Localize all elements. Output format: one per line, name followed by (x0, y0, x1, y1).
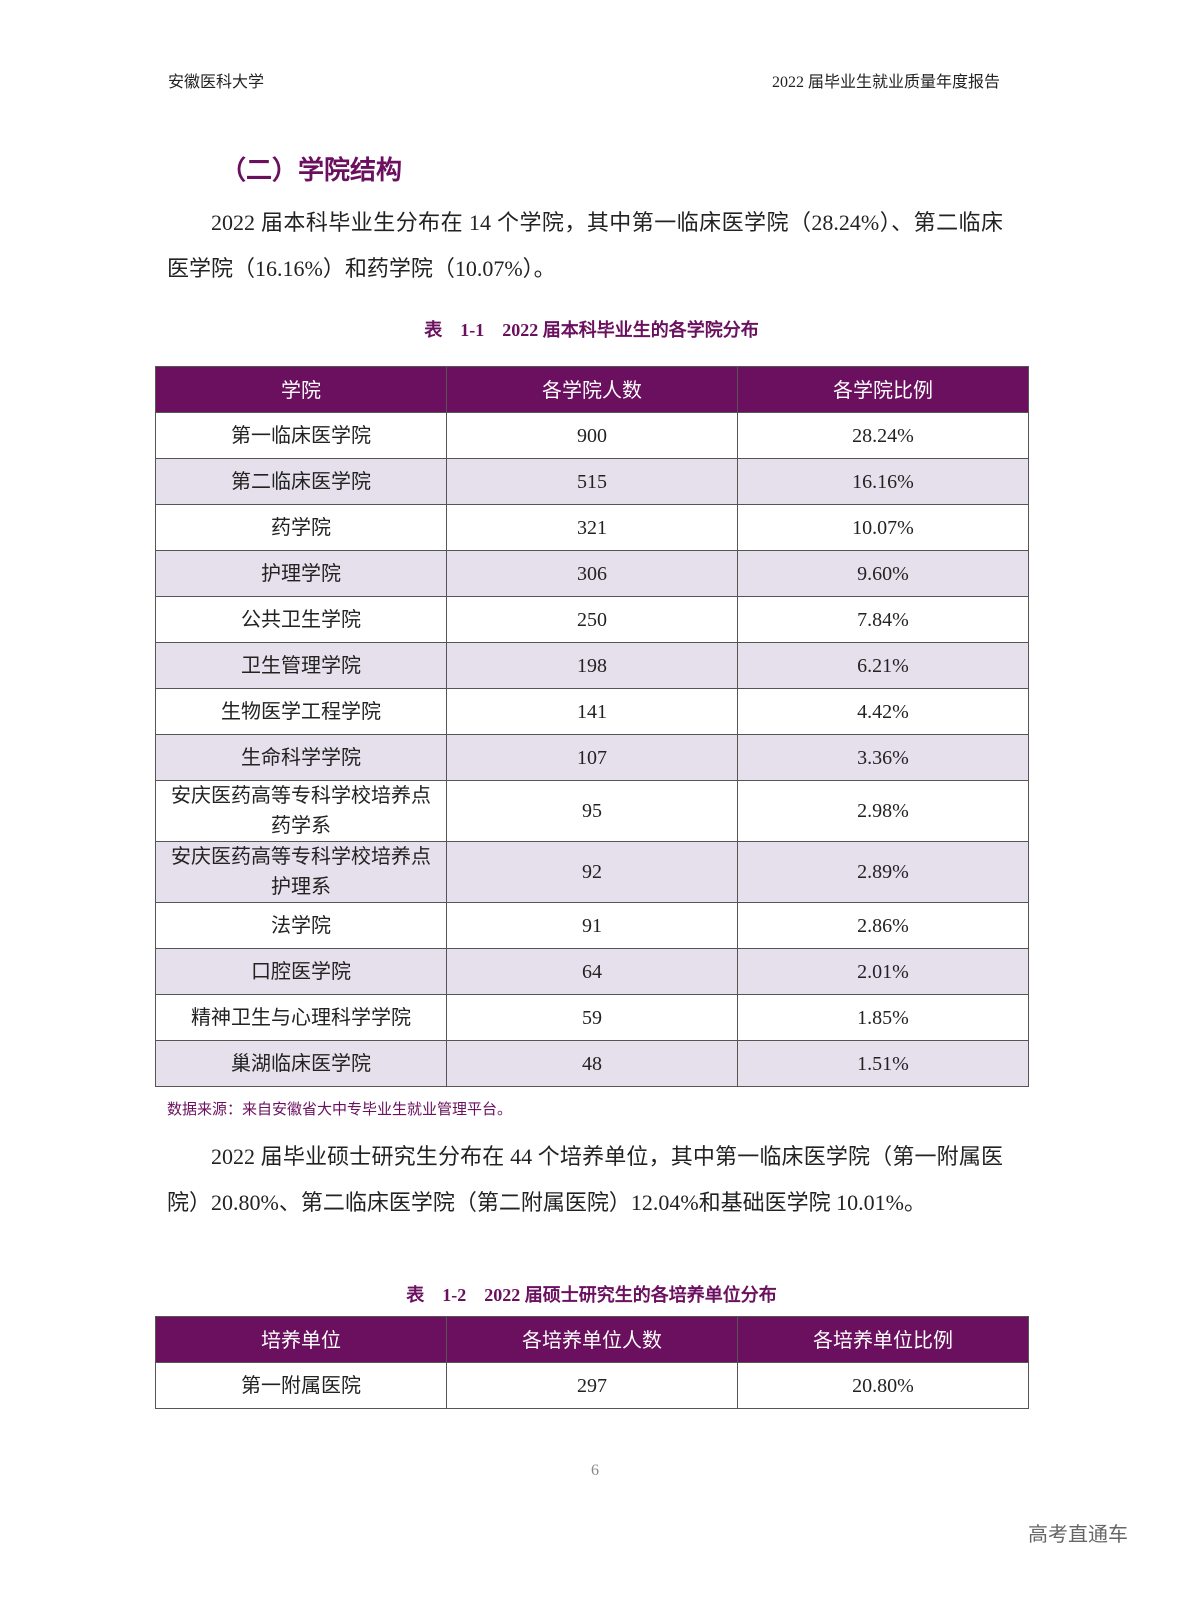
table-cell: 第一临床医学院 (155, 412, 447, 459)
table-cell: 92 (446, 841, 738, 903)
table-cell: 515 (446, 458, 738, 505)
header-left: 安徽医科大学 (168, 74, 265, 91)
table-cell: 2.98% (737, 780, 1029, 842)
column-header: 学院 (155, 366, 447, 413)
table-cell: 321 (446, 504, 738, 551)
table-row: 口腔医学院 64 2.01% (155, 948, 1029, 995)
table: 学院 各学院人数 各学院比例 第一临床医学院 900 28.24% 第二临床医学院 515 16… (155, 366, 1029, 1087)
table-cell: 91 (446, 902, 738, 949)
page-number: 6 (591, 1462, 599, 1479)
table-row: 巢湖临床医学院 48 1.51% (155, 1040, 1029, 1087)
table-row: 药学院 321 10.07% (155, 504, 1029, 551)
paragraph: 2022 届毕业硕士研究生分布在 44 个培养单位，其中第一临床医学院（第一附属… (167, 1144, 1003, 1215)
table-cell: 250 (446, 596, 738, 643)
table-row: 生命科学学院 107 3.36% (155, 734, 1029, 781)
table-row: 护理学院 306 9.60% (155, 550, 1029, 597)
column-header: 各培养单位人数 (446, 1316, 738, 1363)
table-cell: 306 (446, 550, 738, 597)
table-cell: 1.85% (737, 994, 1029, 1041)
table-row: 第一临床医学院 900 28.24% (155, 412, 1029, 459)
table-cell: 生物医学工程学院 (155, 688, 447, 735)
table-cell: 95 (446, 780, 738, 842)
table-cell: 7.84% (737, 596, 1029, 643)
table-cell: 第二临床医学院 (155, 458, 447, 505)
table-cell: 第一附属医院 (155, 1362, 447, 1409)
table-cell: 198 (446, 642, 738, 689)
table: 培养单位 各培养单位人数 各培养单位比例 第一附属医院 297 20.80% (155, 1316, 1029, 1409)
table-cell: 10.07% (737, 504, 1029, 551)
table-cell: 20.80% (737, 1362, 1029, 1409)
table-row: 安庆医药高等专科学校培养点护理系 92 2.89% (155, 841, 1029, 903)
table-cell: 2.86% (737, 902, 1029, 949)
table-row: 精神卫生与心理科学学院 59 1.85% (155, 994, 1029, 1041)
column-header: 各培养单位比例 (737, 1316, 1029, 1363)
table-cell: 药学院 (155, 504, 447, 551)
table-cell: 107 (446, 734, 738, 781)
table-cell: 28.24% (737, 412, 1029, 459)
table-cell: 生命科学学院 (155, 734, 447, 781)
table-cell: 安庆医药高等专科学校培养点护理系 (155, 841, 447, 903)
table-cell: 卫生管理学院 (155, 642, 447, 689)
table-cell: 141 (446, 688, 738, 735)
table-cell: 3.36% (737, 734, 1029, 781)
table-cell: 9.60% (737, 550, 1029, 597)
table-row: 生物医学工程学院 141 4.42% (155, 688, 1029, 735)
table-row: 公共卫生学院 250 7.84% (155, 596, 1029, 643)
table-cell: 巢湖临床医学院 (155, 1040, 447, 1087)
table-row: 卫生管理学院 198 6.21% (155, 642, 1029, 689)
table-caption: 表 1-1 2022 届本科毕业生的各学院分布 (424, 320, 759, 340)
table-cell: 48 (446, 1040, 738, 1087)
table-cell: 16.16% (737, 458, 1029, 505)
table-cell: 64 (446, 948, 738, 995)
table-cell: 口腔医学院 (155, 948, 447, 995)
header-row: 学院 各学院人数 各学院比例 (155, 366, 1029, 413)
table-cell: 安庆医药高等专科学校培养点药学系 (155, 780, 447, 842)
table-cell: 2.01% (737, 948, 1029, 995)
column-header: 培养单位 (155, 1316, 447, 1363)
paragraph: 2022 届本科毕业生分布在 14 个学院，其中第一临床医学院（28.24%）、… (167, 210, 1003, 281)
table-cell: 公共卫生学院 (155, 596, 447, 643)
table-cell: 59 (446, 994, 738, 1041)
header-right: 2022 届毕业生就业质量年度报告 (771, 74, 1000, 91)
header-row: 培养单位 各培养单位人数 各培养单位比例 (155, 1316, 1029, 1363)
table-cell: 精神卫生与心理科学学院 (155, 994, 447, 1041)
table-cell: 法学院 (155, 902, 447, 949)
table-cell: 1.51% (737, 1040, 1029, 1087)
table-cell: 297 (446, 1362, 738, 1409)
table-cell: 护理学院 (155, 550, 447, 597)
table-cell: 6.21% (737, 642, 1029, 689)
column-header: 各学院比例 (737, 366, 1029, 413)
table-cell: 2.89% (737, 841, 1029, 903)
table-row: 第一附属医院 297 20.80% (155, 1362, 1029, 1409)
table-cell: 900 (446, 412, 738, 459)
table-row: 安庆医药高等专科学校培养点药学系 95 2.98% (155, 780, 1029, 842)
section-title: （二）学院结构 (220, 156, 403, 186)
table-caption: 表 1-2 2022 届硕士研究生的各培养单位分布 (406, 1285, 777, 1305)
table-row: 第二临床医学院 515 16.16% (155, 458, 1029, 505)
watermark: 高考直通车 (1028, 1522, 1128, 1546)
column-header: 各学院人数 (446, 366, 738, 413)
source-note: 数据来源：来自安徽省大中专毕业生就业管理平台。 (167, 1102, 513, 1118)
table-cell: 4.42% (737, 688, 1029, 735)
table-row: 法学院 91 2.86% (155, 902, 1029, 949)
